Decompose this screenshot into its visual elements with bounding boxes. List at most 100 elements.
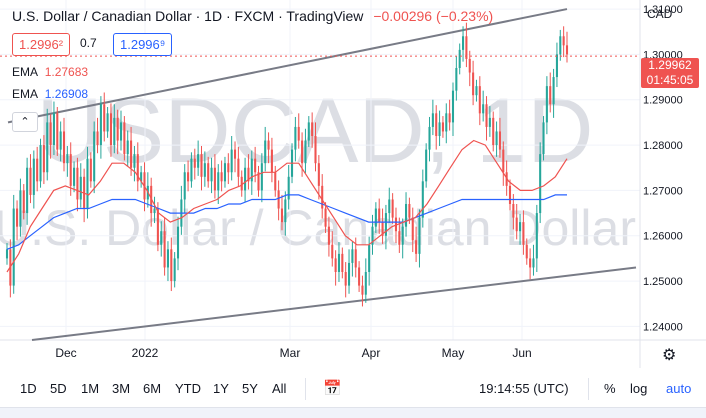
candle-body bbox=[190, 158, 193, 182]
currency-label[interactable]: CAD bbox=[647, 7, 673, 21]
y-tick-label: 1.31000 bbox=[643, 4, 683, 16]
candle-body bbox=[19, 190, 22, 227]
candle-body bbox=[56, 113, 59, 150]
candle-body bbox=[183, 172, 186, 200]
candle-body bbox=[62, 131, 66, 164]
range-3m[interactable]: 3M bbox=[112, 381, 131, 396]
y-tick-label: 1.24000 bbox=[643, 321, 683, 333]
candle-body bbox=[76, 167, 79, 200]
candle-body bbox=[193, 158, 196, 168]
candle-body bbox=[59, 131, 62, 150]
candle-body bbox=[485, 104, 488, 127]
candle-body bbox=[99, 104, 102, 146]
bid-price-button[interactable]: 1.2996² bbox=[12, 33, 71, 56]
candle-body bbox=[337, 253, 341, 272]
ask-price-button[interactable]: 1.2996⁹ bbox=[113, 33, 173, 56]
y-tick-label: 1.28000 bbox=[643, 140, 683, 152]
candle-body bbox=[405, 204, 408, 227]
candle-body bbox=[455, 68, 458, 91]
candle-body bbox=[217, 172, 220, 191]
x-tick-label: Apr bbox=[362, 346, 381, 360]
range-ytd[interactable]: YTD bbox=[175, 381, 201, 396]
range-5d[interactable]: 5D bbox=[50, 381, 67, 396]
collapse-legend-button[interactable]: ⌃ bbox=[12, 112, 38, 132]
candle-body bbox=[438, 122, 441, 136]
candle-body bbox=[435, 113, 438, 136]
auto-toggle[interactable]: auto bbox=[666, 381, 692, 396]
candle-body bbox=[203, 163, 206, 177]
candle-body bbox=[388, 199, 391, 214]
candle-body bbox=[411, 217, 414, 241]
candle-body bbox=[421, 181, 424, 218]
candle-body bbox=[89, 158, 92, 182]
candle-body bbox=[488, 117, 491, 127]
candle-body bbox=[398, 231, 401, 245]
candle-body bbox=[462, 36, 465, 50]
range-1m[interactable]: 1M bbox=[81, 381, 100, 396]
candle-body bbox=[32, 158, 35, 195]
candle-body bbox=[247, 167, 250, 182]
ema-legend-fast[interactable]: EMA 1.27683 bbox=[12, 65, 88, 79]
range-1y[interactable]: 1Y bbox=[213, 381, 229, 396]
y-tick-label: 1.25000 bbox=[643, 276, 683, 288]
candle-body bbox=[126, 140, 129, 155]
percent-toggle[interactable]: % bbox=[604, 381, 616, 396]
candle-body bbox=[109, 113, 112, 146]
candle-body bbox=[244, 167, 247, 191]
candle-body bbox=[478, 86, 481, 114]
candle-body bbox=[187, 172, 190, 182]
candle-body bbox=[274, 172, 277, 191]
candle-body bbox=[22, 190, 25, 214]
candle-body bbox=[354, 249, 357, 268]
candle-body bbox=[160, 231, 163, 245]
candle-body bbox=[502, 149, 505, 173]
log-toggle[interactable]: log bbox=[630, 381, 648, 396]
candle-body bbox=[254, 158, 257, 173]
range-6m[interactable]: 6M bbox=[143, 381, 162, 396]
range-1d[interactable]: 1D bbox=[20, 381, 37, 396]
candle-body bbox=[431, 113, 434, 127]
candle-body bbox=[341, 253, 344, 272]
candle-body bbox=[297, 126, 300, 141]
candle-body bbox=[519, 222, 522, 232]
candle-body bbox=[304, 140, 307, 164]
watermark-name: U.S. Dollar / Canadian Dollar bbox=[0, 200, 636, 256]
range-all[interactable]: All bbox=[272, 381, 287, 396]
candle-body bbox=[522, 222, 525, 245]
candle-body bbox=[549, 86, 552, 105]
candle-body bbox=[176, 226, 180, 259]
candle-body bbox=[123, 122, 126, 155]
candle-body bbox=[52, 113, 55, 146]
ema-legend-slow[interactable]: EMA 1.26908 bbox=[12, 87, 88, 101]
candle-body bbox=[418, 217, 421, 254]
candle-body bbox=[371, 226, 374, 245]
calendar-goto-icon[interactable]: 📅 bbox=[323, 380, 342, 397]
x-tick-label: Jun bbox=[512, 346, 531, 360]
candle-body bbox=[482, 104, 485, 114]
candle-body bbox=[264, 140, 267, 164]
candle-body bbox=[508, 185, 512, 204]
x-axis: Dec 2022 Mar Apr May Jun bbox=[55, 346, 531, 360]
candle-body bbox=[381, 222, 384, 236]
candle-body bbox=[163, 231, 166, 268]
candle-body bbox=[532, 258, 535, 268]
candle-body bbox=[555, 54, 558, 78]
candle-body bbox=[512, 204, 515, 218]
candle-body bbox=[539, 154, 542, 214]
ema-fast-label: EMA bbox=[12, 65, 38, 79]
symbol-title[interactable]: U.S. Dollar / Canadian Dollar · 1D · FXC… bbox=[12, 8, 364, 24]
candle-body bbox=[106, 113, 109, 132]
candle-body bbox=[347, 262, 351, 286]
range-5y[interactable]: 5Y bbox=[242, 381, 258, 396]
candle-body bbox=[529, 258, 532, 268]
candle-body bbox=[153, 208, 156, 214]
utc-clock[interactable]: 19:14:55 (UTC) bbox=[479, 381, 569, 396]
candle-body bbox=[358, 267, 361, 286]
gear-icon[interactable]: ⚙ bbox=[662, 347, 677, 364]
candle-body bbox=[267, 140, 270, 150]
candle-body bbox=[368, 244, 371, 272]
candles bbox=[5, 22, 569, 307]
spread-value: 0.7 bbox=[80, 36, 97, 50]
candle-body bbox=[472, 72, 475, 96]
